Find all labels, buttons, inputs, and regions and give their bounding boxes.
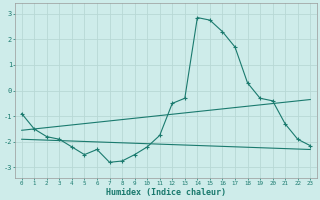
- X-axis label: Humidex (Indice chaleur): Humidex (Indice chaleur): [106, 188, 226, 197]
